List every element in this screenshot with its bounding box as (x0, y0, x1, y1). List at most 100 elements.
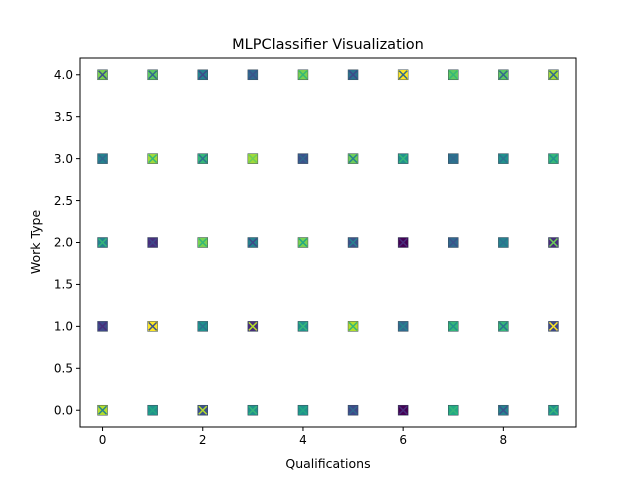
x-tick-label: 4 (299, 433, 307, 447)
y-tick-label: 1.0 (54, 320, 73, 334)
point-x-marker (398, 405, 408, 415)
data-point (347, 404, 359, 416)
chart-title: MLPClassifier Visualization (232, 37, 424, 53)
x-axis: 0 2 4 6 8 (99, 427, 507, 447)
x-tick-label: 6 (399, 433, 407, 447)
data-point (548, 321, 559, 332)
point-x-marker (248, 405, 258, 415)
point-x-marker (398, 70, 408, 80)
data-point (498, 69, 509, 81)
point-x-marker (198, 405, 208, 415)
data-point (97, 404, 108, 416)
data-point (147, 69, 158, 81)
point-x-marker (248, 154, 258, 164)
data-point (397, 237, 409, 248)
data-point (448, 404, 459, 416)
points-layer (97, 69, 559, 416)
data-point (297, 404, 309, 416)
y-axis: 0.0 0.5 1.0 1.5 2.0 2.5 3.0 3.5 4.0 (54, 68, 80, 417)
point-x-marker (398, 237, 408, 248)
data-point (498, 321, 509, 332)
data-point (397, 153, 409, 164)
data-point (297, 321, 309, 332)
data-point (397, 69, 409, 81)
x-tick-label: 8 (500, 433, 508, 447)
data-point (347, 69, 359, 81)
data-point (197, 404, 208, 416)
data-point (498, 404, 509, 416)
data-point (397, 404, 409, 416)
point-x-marker (448, 154, 458, 164)
point-x-marker (148, 154, 158, 164)
point-x-marker (148, 70, 158, 80)
point-x-marker (498, 154, 508, 164)
point-x-marker (98, 237, 108, 248)
y-tick-label: 3.5 (54, 110, 73, 124)
data-point (197, 153, 208, 164)
data-point (247, 237, 259, 248)
y-tick-label: 4.0 (54, 68, 73, 82)
y-tick-label: 0.0 (54, 403, 73, 417)
point-x-marker (298, 70, 308, 80)
data-point (548, 404, 559, 416)
point-x-marker (348, 321, 358, 331)
y-axis-label: Work Type (28, 210, 43, 275)
data-point (347, 321, 359, 332)
point-x-marker (198, 237, 208, 248)
data-point (448, 237, 459, 248)
data-point (297, 237, 309, 248)
point-x-marker (348, 154, 358, 164)
point-x-marker (148, 405, 158, 415)
data-point (448, 69, 459, 81)
point-x-marker (448, 405, 458, 415)
data-point (347, 153, 359, 164)
point-x-marker (248, 321, 258, 331)
point-x-marker (448, 321, 458, 331)
y-tick-label: 2.5 (54, 194, 73, 208)
point-x-marker (548, 70, 558, 80)
data-point (147, 237, 158, 248)
data-point (498, 237, 509, 248)
point-x-marker (198, 70, 208, 80)
data-point (548, 153, 559, 164)
point-x-marker (498, 405, 508, 415)
x-tick-label: 2 (199, 433, 207, 447)
data-point (548, 237, 559, 248)
point-x-marker (298, 237, 308, 248)
data-point (247, 321, 259, 332)
data-point (197, 321, 208, 332)
point-x-marker (548, 321, 558, 331)
point-x-marker (98, 321, 108, 331)
data-point (147, 321, 158, 332)
x-axis-label: Qualifications (285, 456, 370, 471)
point-x-marker (248, 70, 258, 80)
point-x-marker (398, 154, 408, 164)
point-x-marker (98, 70, 108, 80)
data-point (147, 153, 158, 164)
data-point (347, 237, 359, 248)
data-point (247, 69, 259, 81)
point-x-marker (548, 237, 558, 248)
point-x-marker (348, 237, 358, 248)
data-point (297, 69, 309, 81)
data-point (397, 321, 409, 332)
point-x-marker (498, 321, 508, 331)
data-point (297, 153, 309, 164)
point-x-marker (248, 237, 258, 248)
data-point (247, 404, 259, 416)
data-point (97, 321, 108, 332)
data-point (97, 69, 108, 81)
point-x-marker (498, 237, 508, 248)
data-point (197, 69, 208, 81)
data-point (448, 153, 459, 164)
point-x-marker (298, 405, 308, 415)
data-point (97, 153, 108, 164)
y-tick-label: 3.0 (54, 152, 73, 166)
y-tick-label: 2.0 (54, 236, 73, 250)
data-point (147, 404, 158, 416)
data-point (548, 69, 559, 81)
point-x-marker (148, 237, 158, 248)
point-x-marker (448, 237, 458, 248)
